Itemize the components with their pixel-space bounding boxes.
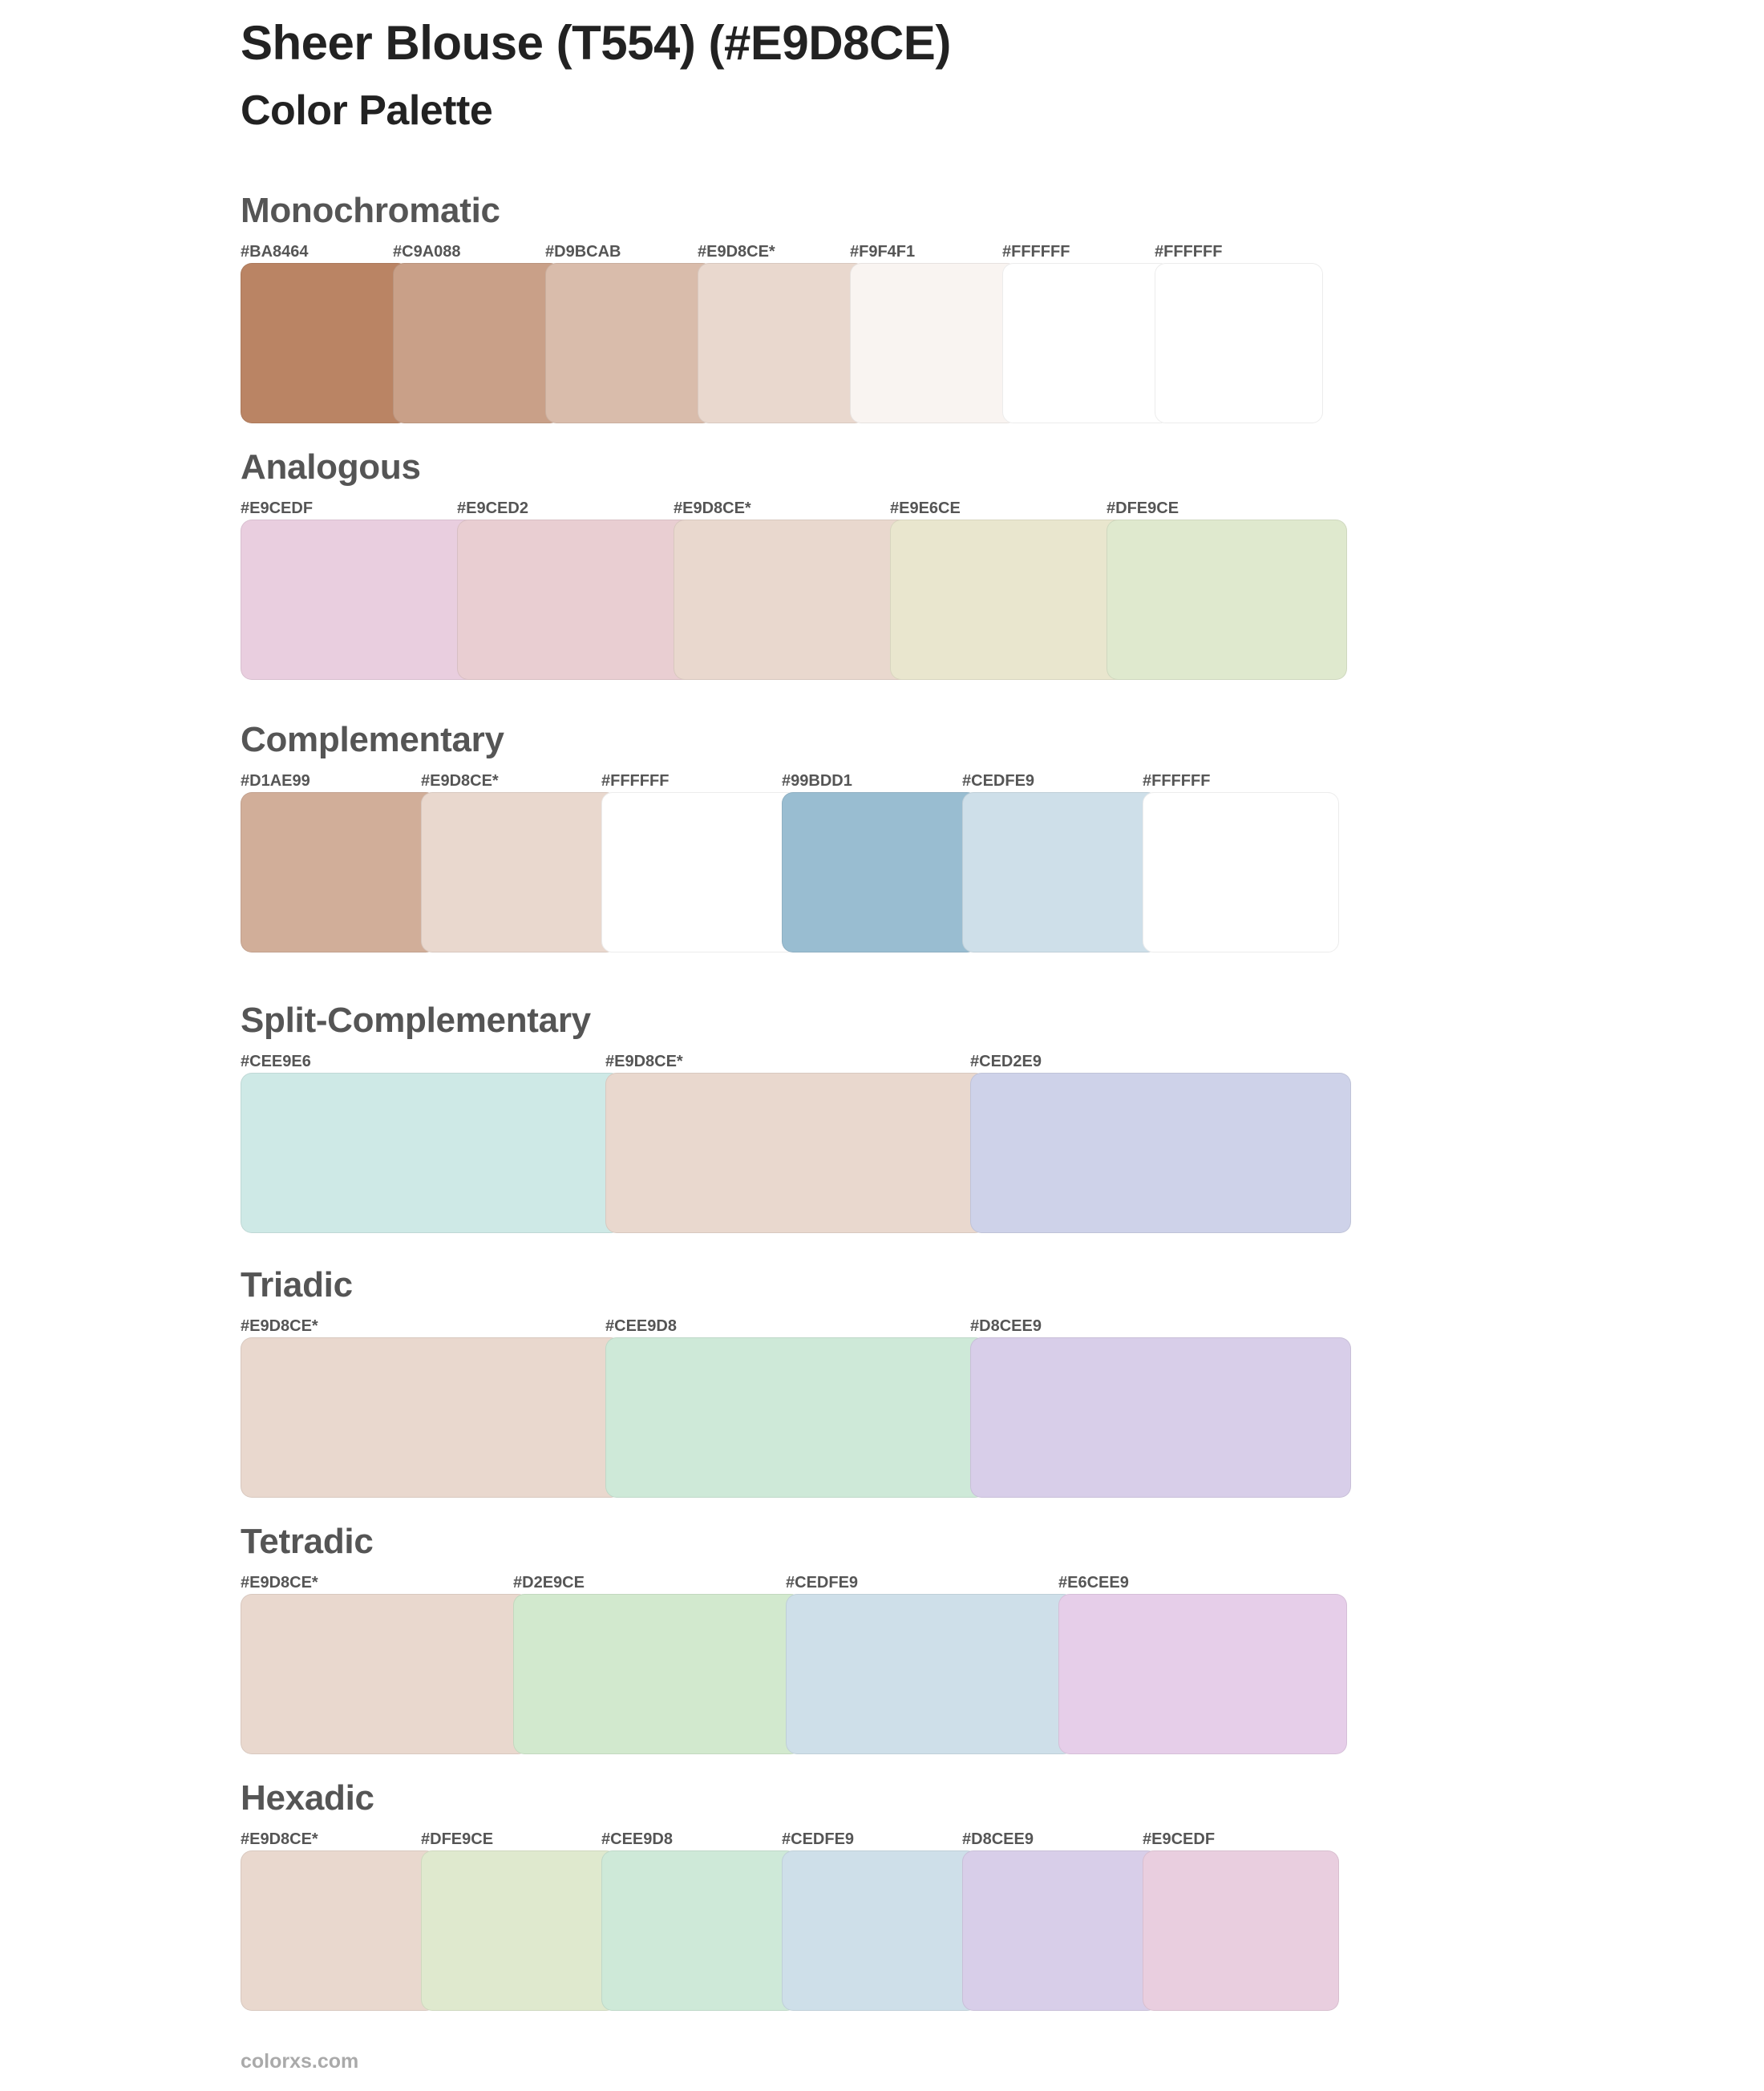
palette-section-analogous: Analogous #E9CEDF #E9CED2 #E9D8CE* #E9E6CE #D… (241, 450, 1363, 760)
color-swatch[interactable] (674, 520, 914, 680)
section-title: Analogous (241, 447, 421, 487)
swatch-hex-label: #CEE9E6 (241, 1053, 311, 1070)
swatch-hex-label: #D8CEE9 (970, 1317, 1042, 1335)
color-swatch[interactable] (421, 1850, 617, 2011)
palette-section-tetradic: Tetradic #E9D8CE* #D2E9CE #CEDFE9 #E6CEE9 (241, 1524, 1363, 1834)
palette-section-triadic: Triadic #E9D8CE* #CEE9D8 #D8CEE9 (241, 1268, 1363, 1578)
swatch-hex-label: #E9D8CE* (605, 1053, 683, 1070)
color-swatch[interactable] (241, 1337, 621, 1498)
color-swatch[interactable] (698, 263, 866, 423)
swatch-hex-label: #E9D8CE* (674, 499, 751, 517)
swatch-hex-label: #E9D8CE* (698, 243, 775, 261)
swatch-hex-label: #E9CED2 (457, 499, 528, 517)
palette-section-monochromatic: Monochromatic #BA8464 #C9A088 #D9BCAB #E9D8C… (241, 193, 1363, 504)
color-swatch[interactable] (241, 1594, 529, 1754)
footer-brand[interactable]: colorxs.com (241, 2050, 359, 2073)
color-swatch[interactable] (605, 1073, 986, 1233)
swatch-hex-label: #CEDFE9 (782, 1830, 855, 1848)
section-title: Tetradic (241, 1522, 374, 1561)
swatch-hex-label: #FFFFFF (601, 772, 670, 790)
swatch-hex-label: #99BDD1 (782, 772, 852, 790)
palette-section-split-complementary: Split-Complementary #CEE9E6 #E9D8CE* #CED2E… (241, 1003, 1363, 1313)
color-swatch[interactable] (241, 263, 409, 423)
swatch-hex-label: #E9CEDF (241, 499, 314, 517)
color-swatch[interactable] (241, 1073, 621, 1233)
swatch-hex-label: #C9A088 (393, 243, 461, 261)
color-swatch[interactable] (1155, 263, 1323, 423)
color-swatch[interactable] (545, 263, 714, 423)
swatch-hex-label: #FFFFFF (1143, 772, 1211, 790)
color-swatch[interactable] (1143, 1850, 1339, 2011)
swatch-hex-label: #E9E6CE (890, 499, 961, 517)
section-title: Split-Complementary (241, 1001, 591, 1040)
page-subtitle: Color Palette (241, 87, 493, 134)
swatch-hex-label: #D8CEE9 (962, 1830, 1034, 1848)
color-swatch[interactable] (241, 792, 437, 952)
color-swatch[interactable] (850, 263, 1018, 423)
swatch-hex-label: #CEDFE9 (962, 772, 1035, 790)
color-swatch[interactable] (970, 1337, 1351, 1498)
swatch-hex-label: #E9D8CE* (241, 1574, 318, 1592)
section-title: Monochromatic (241, 191, 500, 230)
swatch-hex-label: #F9F4F1 (850, 243, 916, 261)
swatch-hex-label: #CEDFE9 (786, 1574, 859, 1592)
color-swatch[interactable] (1143, 792, 1339, 952)
color-swatch[interactable] (241, 520, 481, 680)
color-swatch[interactable] (393, 263, 561, 423)
swatch-hex-label: #D1AE99 (241, 772, 310, 790)
section-title: Complementary (241, 720, 504, 759)
color-swatch[interactable] (1002, 263, 1171, 423)
color-swatch[interactable] (970, 1073, 1351, 1233)
swatch-hex-label: #E9D8CE* (241, 1830, 318, 1848)
swatch-hex-label: #E9CEDF (1143, 1830, 1216, 1848)
swatch-hex-label: #FFFFFF (1002, 243, 1070, 261)
color-swatch[interactable] (1107, 520, 1347, 680)
color-swatch[interactable] (1058, 1594, 1347, 1754)
color-swatch[interactable] (890, 520, 1131, 680)
color-swatch[interactable] (421, 792, 617, 952)
color-swatch[interactable] (782, 792, 978, 952)
color-swatch[interactable] (786, 1594, 1074, 1754)
color-swatch[interactable] (241, 1850, 437, 2011)
swatch-hex-label: #E6CEE9 (1058, 1574, 1129, 1592)
swatch-hex-label: #E9D8CE* (421, 772, 499, 790)
color-swatch[interactable] (601, 1850, 798, 2011)
section-title: Hexadic (241, 1778, 374, 1818)
swatch-hex-label: #D2E9CE (513, 1574, 585, 1592)
color-swatch[interactable] (782, 1850, 978, 2011)
color-swatch[interactable] (605, 1337, 986, 1498)
color-swatch[interactable] (601, 792, 798, 952)
swatch-hex-label: #D9BCAB (545, 243, 621, 261)
swatch-hex-label: #E9D8CE* (241, 1317, 318, 1335)
swatch-hex-label: #DFE9CE (421, 1830, 494, 1848)
palette-section-complementary: Complementary #D1AE99 #E9D8CE* #FFFFFF #99BD… (241, 722, 1363, 1033)
color-swatch[interactable] (962, 792, 1159, 952)
swatch-hex-label: #CEE9D8 (601, 1830, 673, 1848)
swatch-hex-label: #BA8464 (241, 243, 309, 261)
color-swatch[interactable] (513, 1594, 802, 1754)
page-title: Sheer Blouse (T554) (#E9D8CE) (241, 16, 951, 70)
swatch-hex-label: #CED2E9 (970, 1053, 1042, 1070)
palette-section-hexadic: Hexadic #E9D8CE* #DFE9CE #CEE9D8 #CEDFE9 #D8C… (241, 1781, 1363, 2091)
swatch-hex-label: #DFE9CE (1107, 499, 1179, 517)
color-swatch[interactable] (962, 1850, 1159, 2011)
swatch-hex-label: #FFFFFF (1155, 243, 1223, 261)
section-title: Triadic (241, 1265, 353, 1304)
swatch-hex-label: #CEE9D8 (605, 1317, 677, 1335)
color-swatch[interactable] (457, 520, 698, 680)
